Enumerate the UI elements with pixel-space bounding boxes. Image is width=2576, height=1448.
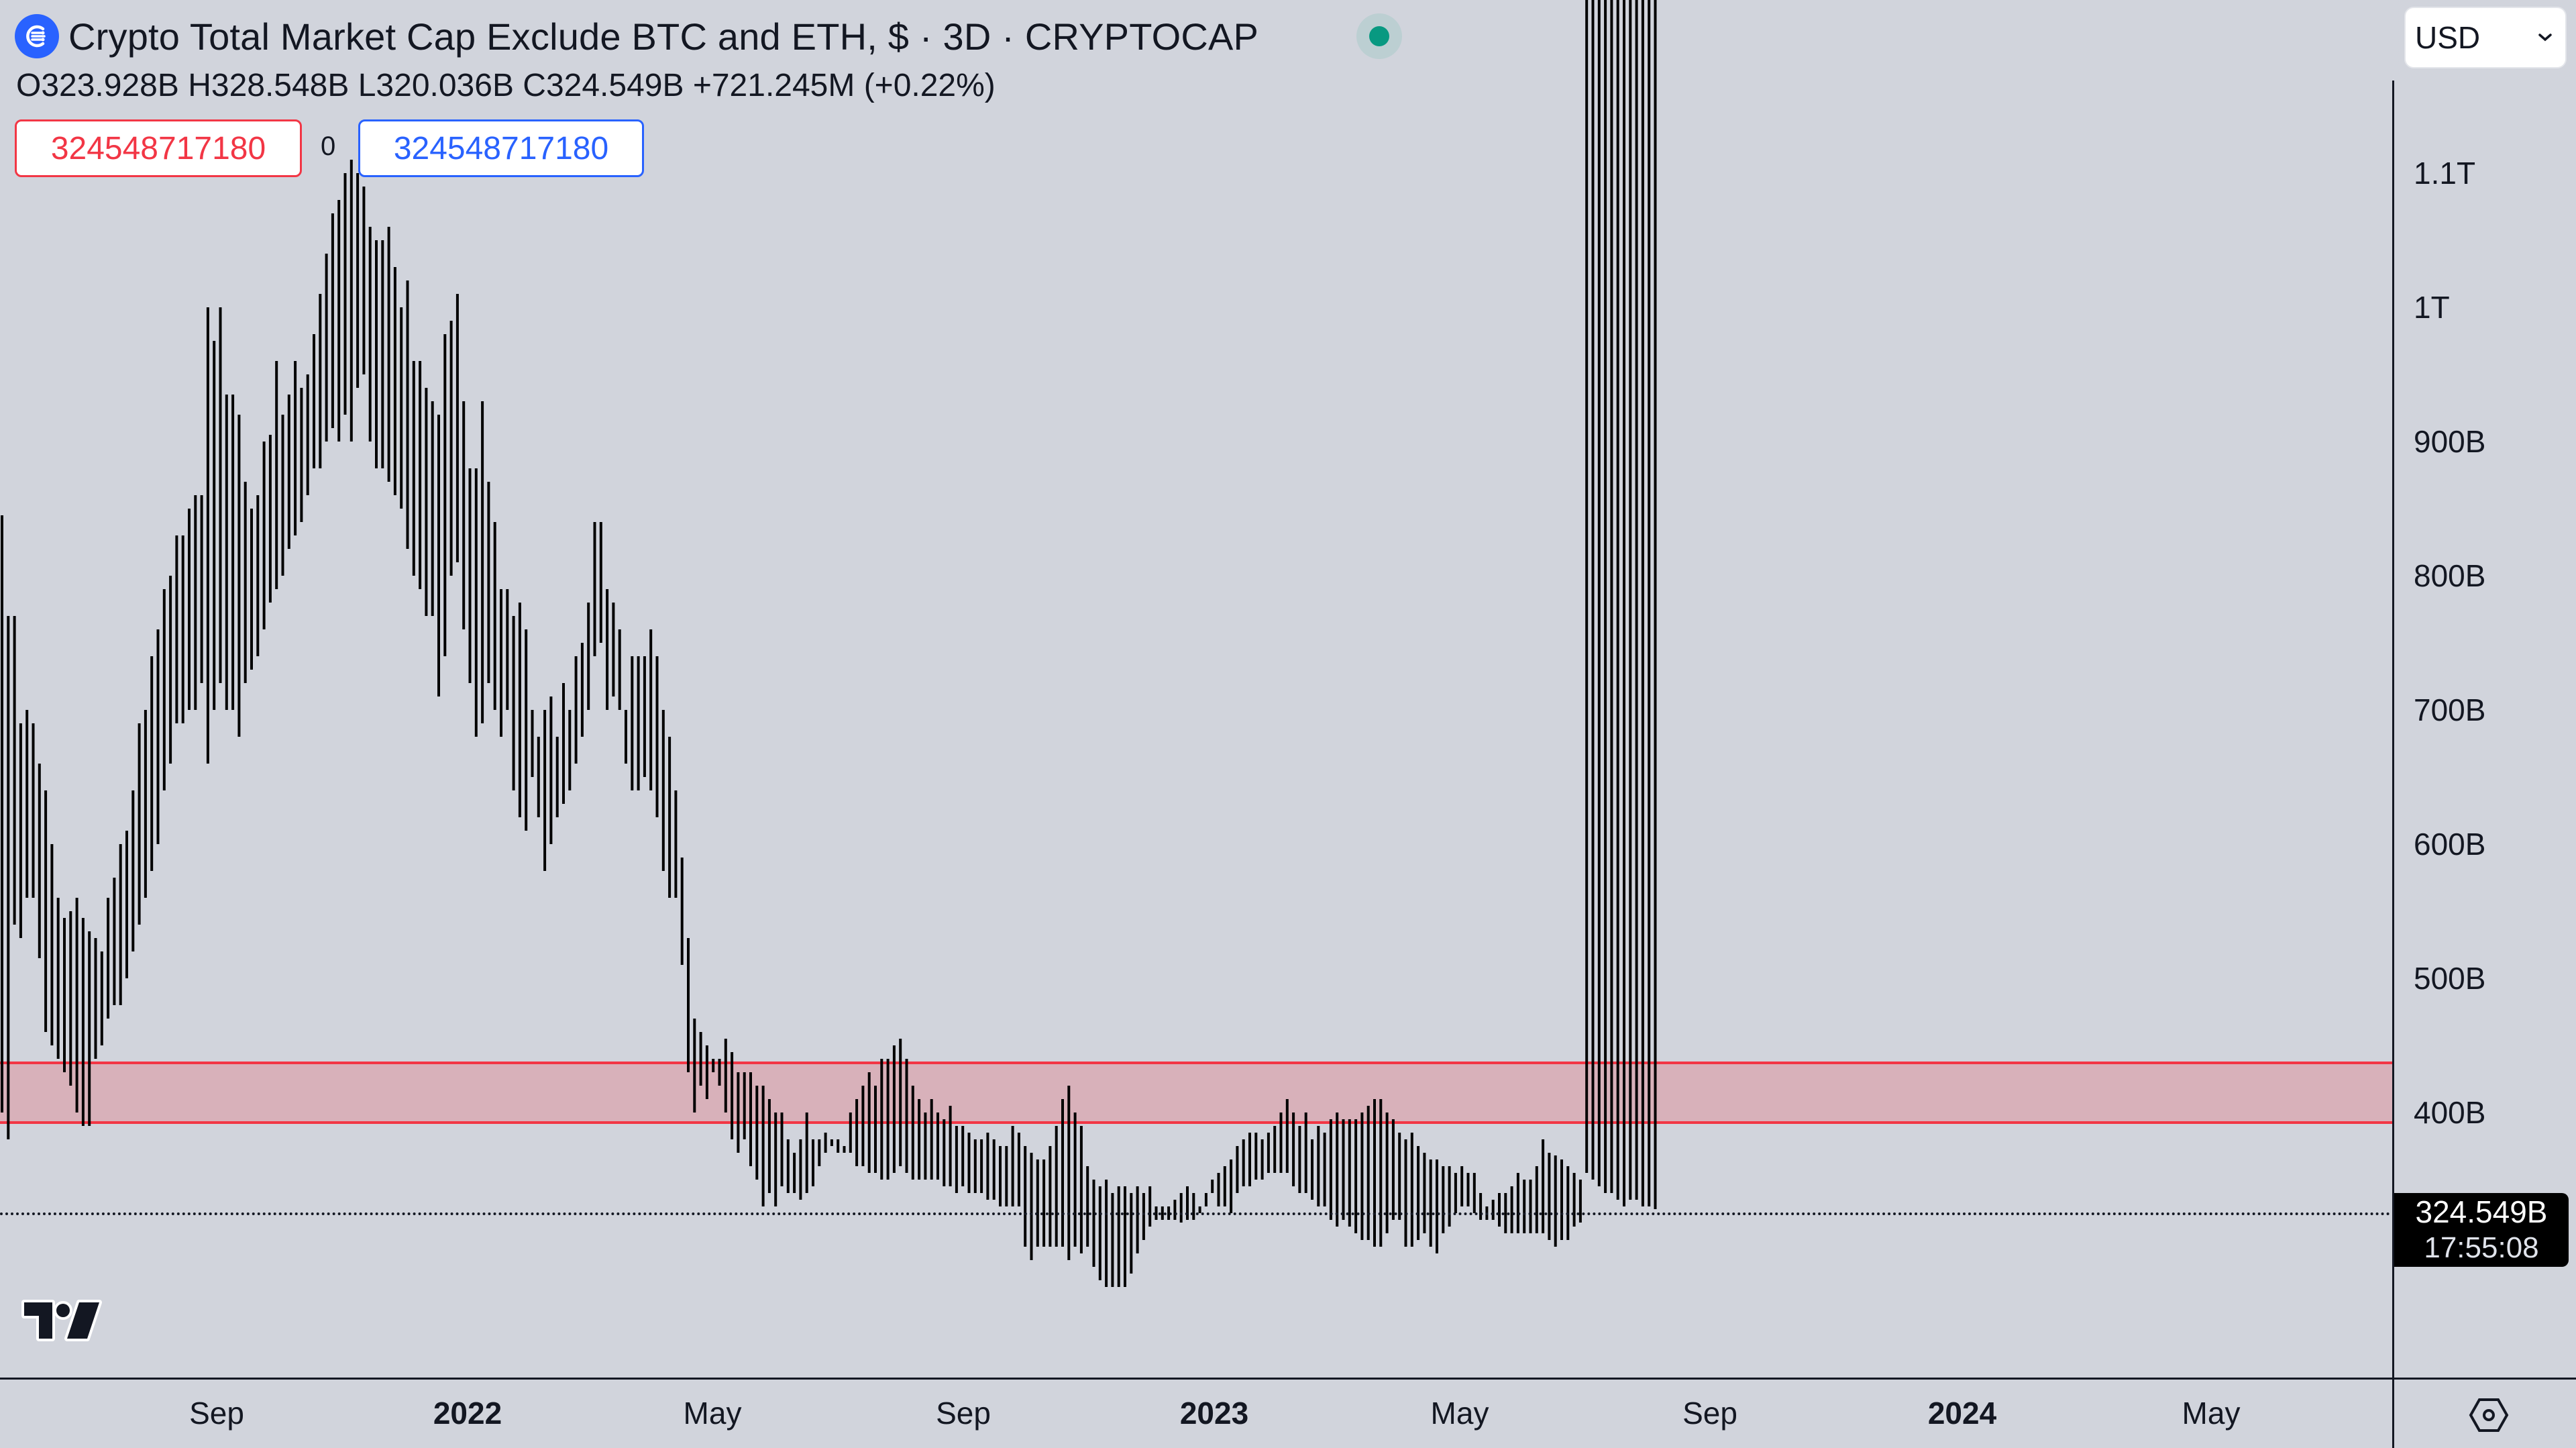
time-tick-label: May <box>683 1396 742 1431</box>
market-status-indicator[interactable] <box>1356 13 1402 59</box>
price-tick-label: 1T <box>2414 290 2450 325</box>
market-open-dot-icon <box>1369 26 1389 46</box>
time-tick-label: 2022 <box>433 1396 502 1431</box>
cryptocap-logo-icon <box>15 14 59 58</box>
ohlc-legend: O323.928B H328.548B L320.036B C324.549B … <box>16 67 996 104</box>
price-tick-label: 900B <box>2414 424 2486 459</box>
ohlc-change: +721.245M (+0.22%) <box>692 68 996 103</box>
spread-value: 0 <box>321 132 336 161</box>
ohlc-close: C324.549B <box>523 68 684 103</box>
currency-select[interactable]: USD <box>2404 7 2567 68</box>
bar-countdown: 17:55:08 <box>2424 1231 2539 1264</box>
last-price-tag: 324.549B 17:55:08 <box>2394 1193 2569 1267</box>
price-tick-label: 700B <box>2414 692 2486 727</box>
ohlc-low: L320.036B <box>358 68 514 103</box>
chevron-down-icon <box>2538 34 2552 42</box>
time-tick-label: 2024 <box>1927 1396 1997 1431</box>
time-tick-label: May <box>1430 1396 1489 1431</box>
settings-icon[interactable] <box>2469 1397 2509 1437</box>
symbol-title[interactable]: Crypto Total Market Cap Exclude BTC and … <box>68 15 1259 58</box>
time-tick-label: Sep <box>1682 1396 1737 1431</box>
tradingview-logo-icon[interactable] <box>20 1298 106 1350</box>
ohlc-high: H328.548B <box>188 68 350 103</box>
price-axis-border <box>2392 81 2394 1448</box>
ohlc-open: O323.928B <box>16 68 179 103</box>
buy-price-button[interactable]: 324548717180 <box>358 119 644 177</box>
price-tick-label: 500B <box>2414 961 2486 996</box>
time-tick-label: 2023 <box>1179 1396 1249 1431</box>
sell-price-button[interactable]: 324548717180 <box>15 119 302 177</box>
time-axis-border <box>0 1378 2576 1380</box>
time-tick-label: May <box>2182 1396 2241 1431</box>
price-bars[interactable] <box>0 0 2392 1378</box>
last-price-line <box>0 1212 2392 1215</box>
time-tick-label: Sep <box>936 1396 991 1431</box>
resistance-zone-rectangle[interactable] <box>0 1062 2392 1124</box>
time-tick-label: Sep <box>189 1396 244 1431</box>
chart-title: Crypto Total Market Cap Exclude BTC and … <box>15 12 1258 60</box>
currency-value: USD <box>2415 20 2481 55</box>
price-tick-label: 800B <box>2414 558 2486 593</box>
last-price-value: 324.549B <box>2415 1194 2548 1229</box>
price-tick-label: 600B <box>2414 827 2486 862</box>
price-tick-label: 400B <box>2414 1095 2486 1130</box>
price-tick-label: 1.1T <box>2414 156 2476 191</box>
